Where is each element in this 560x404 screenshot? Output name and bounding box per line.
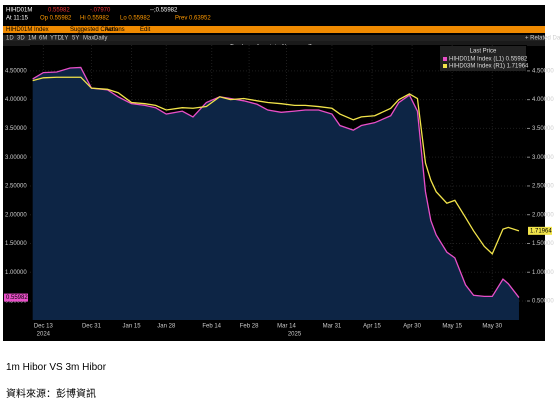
y2-tick-label: 0.50000 [532, 299, 554, 305]
legend-entry: HIHD01M Index (L1) 0.55982 [449, 57, 528, 63]
x-tick-label: Jan 15 [123, 324, 142, 330]
x-tick-label: May 15 [442, 324, 462, 330]
header-text: Prev 0.63952 [175, 16, 211, 22]
menu-bar [3, 26, 545, 33]
range-button: Max [83, 36, 94, 42]
legend-title: Last Price [470, 49, 497, 55]
security: HIHD01M Index [6, 27, 49, 33]
y-tick-label: 4.50000 [5, 68, 27, 74]
x-tick-label: Feb 28 [240, 324, 259, 330]
year-label: 2025 [288, 332, 302, 338]
source: 資料來源：彭博資訊 [6, 389, 96, 400]
series-line [32, 76, 520, 255]
range-button: 1Y [61, 36, 68, 42]
range-button: 5Y [72, 36, 79, 42]
range-button: 3D [17, 36, 25, 42]
y-tick-label: 4.00000 [5, 97, 27, 103]
y2-tick-label: 4.50000 [532, 68, 554, 74]
related-data: + Related Data [525, 36, 560, 42]
y2-tick-label: 1.50000 [532, 241, 554, 247]
y-tick-label: 2.50000 [5, 184, 27, 190]
x-tick-label: Mar 14 [277, 324, 296, 330]
header-text: Hi 0.55982 [80, 16, 110, 22]
y2-tick-label: 3.00000 [532, 155, 554, 161]
x-tick-label: Apr 30 [403, 324, 421, 330]
menu-item[interactable]: Edit [140, 27, 151, 33]
y2-tick-label: 2.00000 [532, 212, 554, 218]
y2-tick-label: 3.50000 [532, 126, 554, 132]
header-text: --;0.55982 [150, 8, 178, 14]
y-tick-label: 3.00000 [5, 155, 27, 161]
last-value-box [528, 226, 552, 235]
range-button: 6M [39, 36, 47, 42]
legend-swatch [443, 64, 447, 68]
x-tick-label: Feb 14 [202, 324, 221, 330]
range-button: Daily [94, 36, 107, 42]
y2-tick-label: 4.00000 [532, 97, 554, 103]
range-bar [3, 35, 545, 41]
y-tick-label: 0.50000 [5, 299, 27, 305]
y-tick-label: 1.00000 [5, 270, 27, 276]
x-tick-label: Jan 28 [157, 324, 176, 330]
legend-entry: HIHD03M Index (R1) 1.71964 [449, 64, 529, 70]
last-value-label: 0.55982 [6, 295, 28, 301]
chart: HIHD01M 0.55982 -.07970 --;0.55982 At 11:15 O… [3, 5, 560, 341]
header-text: At 11:15 [6, 16, 29, 22]
series-line [32, 66, 520, 298]
x-tick-label: Dec 13 [34, 324, 54, 330]
y2-tick-label: 2.50000 [532, 184, 554, 190]
menu-item[interactable]: Suggested Charts [70, 27, 118, 33]
menu-item[interactable]: Actions [105, 27, 125, 33]
y2-tick-label: 1.00000 [532, 270, 554, 276]
year-label: 2024 [37, 332, 51, 338]
x-tick-label: Dec 31 [82, 324, 102, 330]
header-text: -.07970 [90, 8, 111, 14]
tool-bar [3, 41, 545, 46]
y-tick-label: 2.00000 [5, 212, 27, 218]
area [32, 67, 519, 320]
x-tick-label: Mar 31 [323, 324, 342, 330]
y-tick-label: 3.50000 [5, 126, 27, 132]
x-tick-label: Apr 15 [363, 324, 381, 330]
y-tick-label: 1.50000 [5, 241, 27, 247]
caption: 1m Hibor VS 3m Hibor [6, 362, 107, 373]
range-button: YTD [50, 36, 63, 42]
header-text: 0.55982 [48, 8, 70, 14]
range-button: 1M [28, 36, 36, 42]
legend-swatch [443, 57, 447, 61]
last-value-label: 1.71964 [530, 228, 552, 234]
legend-box [440, 46, 526, 71]
last-value-box [4, 293, 28, 302]
header-text: Lo 0.55982 [120, 16, 151, 22]
range-button: 1D [6, 36, 14, 42]
x-tick-label: May 30 [482, 324, 502, 330]
header-text: HIHD01M [6, 8, 32, 14]
header-text: Op 0.55982 [40, 16, 72, 22]
